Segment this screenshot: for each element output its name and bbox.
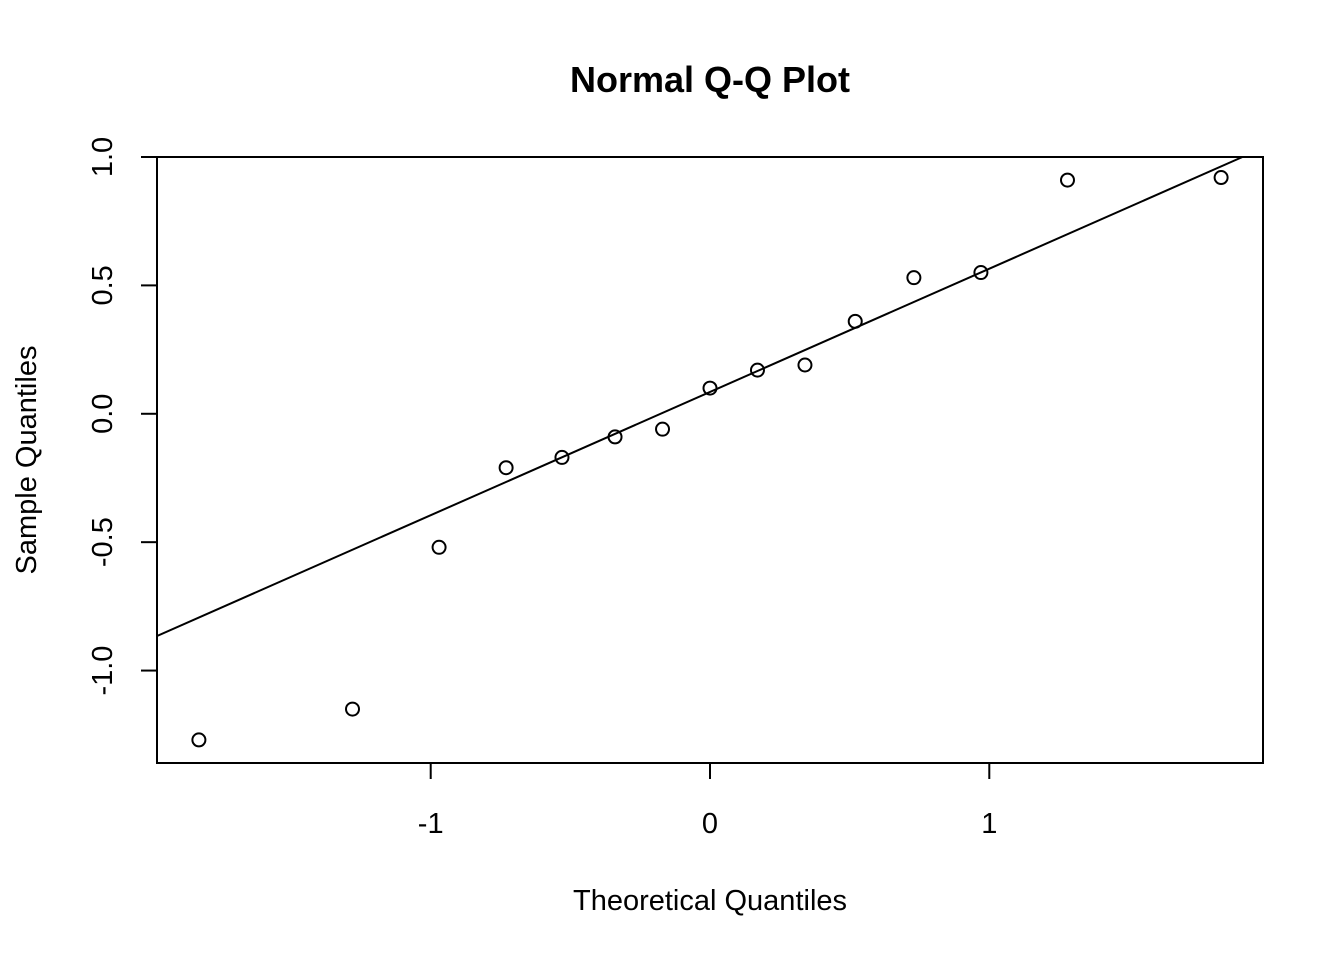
chart-title: Normal Q-Q Plot bbox=[570, 59, 850, 100]
data-point bbox=[973, 265, 989, 281]
data-point bbox=[797, 357, 813, 373]
data-point bbox=[607, 429, 623, 445]
y-tick-label: -0.5 bbox=[87, 517, 119, 567]
data-point bbox=[1059, 172, 1075, 188]
qq-reference-line bbox=[156, 156, 1243, 637]
y-tick-label: 0.0 bbox=[87, 394, 119, 434]
data-point bbox=[498, 460, 514, 476]
y-tick-label: 0.5 bbox=[87, 265, 119, 305]
data-point bbox=[749, 362, 765, 378]
y-axis: -1.0 -0.5 0.0 0.5 1.0 bbox=[87, 137, 157, 696]
y-tick-label: -1.0 bbox=[87, 646, 119, 696]
data-point bbox=[906, 270, 922, 286]
reference-layer bbox=[156, 156, 1243, 637]
plot-frame bbox=[156, 156, 1264, 764]
data-point bbox=[345, 701, 361, 717]
y-tick-label: 1.0 bbox=[87, 137, 119, 177]
data-point bbox=[847, 313, 863, 329]
data-point bbox=[1213, 170, 1229, 186]
x-axis-title: Theoretical Quantiles bbox=[573, 885, 847, 917]
data-point bbox=[655, 421, 671, 437]
data-point bbox=[191, 732, 207, 748]
x-tick-label: 1 bbox=[981, 808, 997, 840]
data-point bbox=[554, 449, 570, 465]
data-point bbox=[431, 539, 447, 555]
sample-points bbox=[191, 170, 1229, 748]
x-axis: -1 0 1 bbox=[418, 763, 997, 840]
y-axis-title: Sample Quantiles bbox=[11, 346, 43, 575]
x-tick-label: -1 bbox=[418, 808, 444, 840]
x-tick-label: 0 bbox=[702, 808, 718, 840]
data-point bbox=[702, 380, 718, 396]
